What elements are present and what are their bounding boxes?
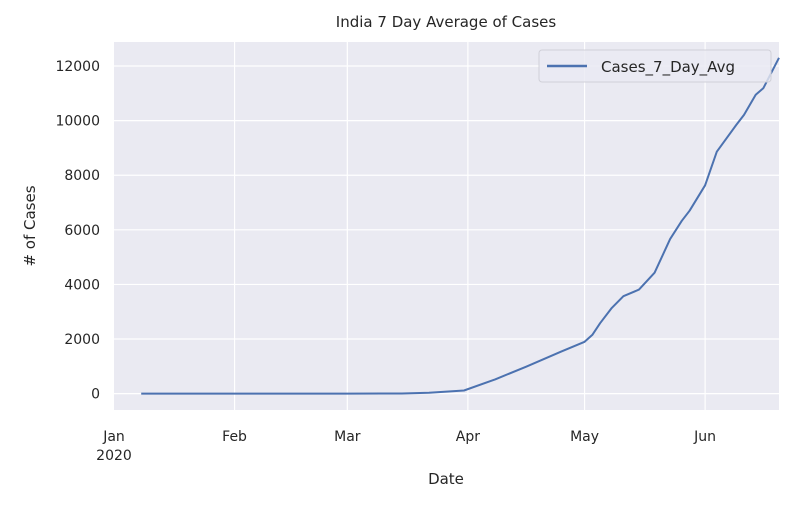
series-lines xyxy=(141,57,780,395)
plot-area xyxy=(114,42,779,410)
y-tick-label: 0 xyxy=(91,387,100,403)
x-tick-label: Apr xyxy=(456,429,480,445)
grid-lines xyxy=(114,42,779,410)
series-line-cases-7-day-avg xyxy=(141,57,780,395)
y-tick-label: 2000 xyxy=(64,332,100,348)
x-tick-label: Mar xyxy=(334,429,361,445)
x-tick-label: Feb xyxy=(222,429,247,445)
y-tick-labels: 0 2000 4000 6000 8000 10000 12000 xyxy=(55,59,100,403)
x-tick-label: May xyxy=(570,429,599,445)
legend: Cases_7_Day_Avg xyxy=(538,49,772,83)
x-tick-labels: Jan 2020 Feb Mar Apr May Jun xyxy=(96,429,716,464)
legend-label: Cases_7_Day_Avg xyxy=(601,58,735,77)
x-tick-sublabel: 2020 xyxy=(96,448,132,464)
y-tick-label: 12000 xyxy=(55,59,100,75)
chart-title: India 7 Day Average of Cases xyxy=(336,13,557,31)
legend-box xyxy=(538,49,772,83)
x-tick-label: Jan xyxy=(102,429,125,445)
y-tick-label: 6000 xyxy=(64,223,100,239)
x-axis-label: Date xyxy=(428,470,464,488)
y-axis-label: # of Cases xyxy=(21,185,39,266)
y-tick-label: 4000 xyxy=(64,277,100,293)
y-tick-label: 8000 xyxy=(64,168,100,184)
x-tick-label: Jun xyxy=(693,429,716,445)
y-tick-label: 10000 xyxy=(55,114,100,130)
